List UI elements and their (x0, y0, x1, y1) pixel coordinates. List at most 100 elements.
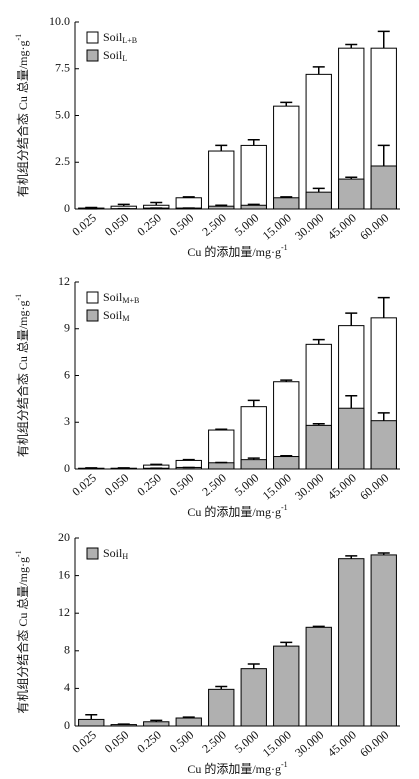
legend-sub: H (122, 552, 128, 561)
error-bar (312, 423, 325, 426)
error-bar (215, 685, 228, 690)
error-bar (377, 412, 390, 421)
error-bar (280, 101, 293, 107)
x-tick-label: 60.000 (357, 471, 391, 503)
x-axis-label-text: Cu 的添加量/mg·g (187, 504, 281, 519)
error-bar (377, 296, 390, 318)
error-bar (280, 641, 293, 647)
x-tick-label: 15.000 (260, 471, 294, 503)
error-bar (215, 428, 228, 431)
legend-label: SoilL+B (103, 30, 137, 45)
legend-swatch (86, 31, 99, 44)
error-bar (280, 379, 293, 382)
error-bar (247, 203, 260, 206)
legend-label: SoilL (103, 48, 127, 63)
y-axis-label-sup: -1 (14, 294, 23, 301)
bar (175, 717, 202, 727)
x-tick-label: 0.500 (167, 211, 197, 239)
y-tick-label: 20 (58, 530, 70, 544)
error-bar (345, 555, 358, 559)
y-tick-label: 0 (64, 718, 70, 732)
error-bar (312, 625, 325, 628)
error-bar (312, 187, 325, 193)
error-bar (247, 457, 260, 460)
legend-swatch (86, 547, 99, 560)
x-axis-label: Cu 的添加量/mg·g-1 (187, 243, 287, 259)
y-axis-label-sup: -1 (14, 550, 23, 557)
bar (273, 645, 300, 727)
x-tick-label: 45.000 (325, 728, 359, 760)
bar (208, 688, 235, 727)
bar (240, 204, 267, 210)
y-axis-label: 有机组分结合态 Cu 总量/mg·g-1 (14, 550, 30, 713)
legend-swatch (86, 309, 99, 322)
error-bar (345, 312, 358, 326)
bar (273, 105, 300, 210)
bar (370, 554, 397, 727)
bar (338, 178, 365, 210)
x-tick-label: 2.500 (199, 471, 229, 499)
legend-name: Soil (103, 30, 123, 44)
bar (240, 459, 267, 470)
bar (208, 462, 235, 470)
bar (338, 558, 365, 727)
legend-name: Soil (103, 546, 123, 560)
y-tick-label: 5.0 (55, 107, 70, 121)
y-axis-label-sup: -1 (14, 34, 23, 41)
bar (240, 144, 267, 210)
x-axis-label-text: Cu 的添加量/mg·g (187, 761, 281, 776)
x-tick-label: 2.500 (199, 211, 229, 239)
x-tick-label: 15.000 (260, 728, 294, 760)
error-bar (377, 30, 390, 49)
x-tick-label: 5.000 (232, 471, 262, 499)
error-bar (312, 66, 325, 75)
x-tick-label: 0.500 (167, 728, 197, 756)
x-axis-label: Cu 的添加量/mg·g-1 (187, 503, 287, 519)
error-bar (182, 716, 195, 719)
y-tick-label: 0 (64, 201, 70, 215)
legend-swatch (86, 291, 99, 304)
error-bar (377, 552, 390, 555)
legend-label: SoilM (103, 308, 129, 323)
x-tick-label: 0.025 (69, 728, 99, 756)
x-tick-label: 30.000 (292, 728, 326, 760)
y-axis-label-text: 有机组分结合态 Cu 总量/mg·g (15, 557, 30, 714)
error-bar (182, 458, 195, 461)
bar (370, 165, 397, 210)
y-axis-label: 有机组分结合态 Cu 总量/mg·g-1 (14, 294, 30, 457)
x-tick-label: 0.050 (102, 728, 132, 756)
error-bar (247, 663, 260, 669)
y-tick-label: 16 (58, 567, 70, 581)
y-tick-label: 10.0 (49, 14, 70, 28)
legend-name: Soil (103, 290, 123, 304)
error-bar (215, 204, 228, 207)
error-bar (345, 176, 358, 180)
y-axis-label: 有机组分结合态 Cu 总量/mg·g-1 (14, 34, 30, 197)
y-axis-label-text: 有机组分结合态 Cu 总量/mg·g (15, 301, 30, 458)
y-tick-label: 7.5 (55, 61, 70, 75)
x-axis-label-sup: -1 (281, 760, 288, 769)
y-tick-label: 6 (64, 367, 70, 381)
legend-name: Soil (103, 48, 123, 62)
bar (78, 718, 105, 727)
x-tick-label: 15.000 (260, 211, 294, 243)
x-tick-label: 0.250 (134, 211, 164, 239)
bar (143, 721, 170, 727)
error-bar (345, 395, 358, 409)
bar (273, 381, 300, 470)
error-bar (247, 139, 260, 146)
legend-name: Soil (103, 308, 123, 322)
legend-label: SoilH (103, 546, 128, 561)
x-tick-label: 30.000 (292, 211, 326, 243)
x-tick-label: 2.500 (199, 728, 229, 756)
error-bar (377, 144, 390, 166)
error-bar (215, 144, 228, 152)
error-bar (85, 713, 98, 720)
bar (305, 424, 332, 470)
y-tick-label: 3 (64, 414, 70, 428)
x-axis-label-text: Cu 的添加量/mg·g (187, 244, 281, 259)
error-bar (182, 196, 195, 198)
legend-label: SoilM+B (103, 290, 139, 305)
y-tick-label: 4 (64, 680, 70, 694)
